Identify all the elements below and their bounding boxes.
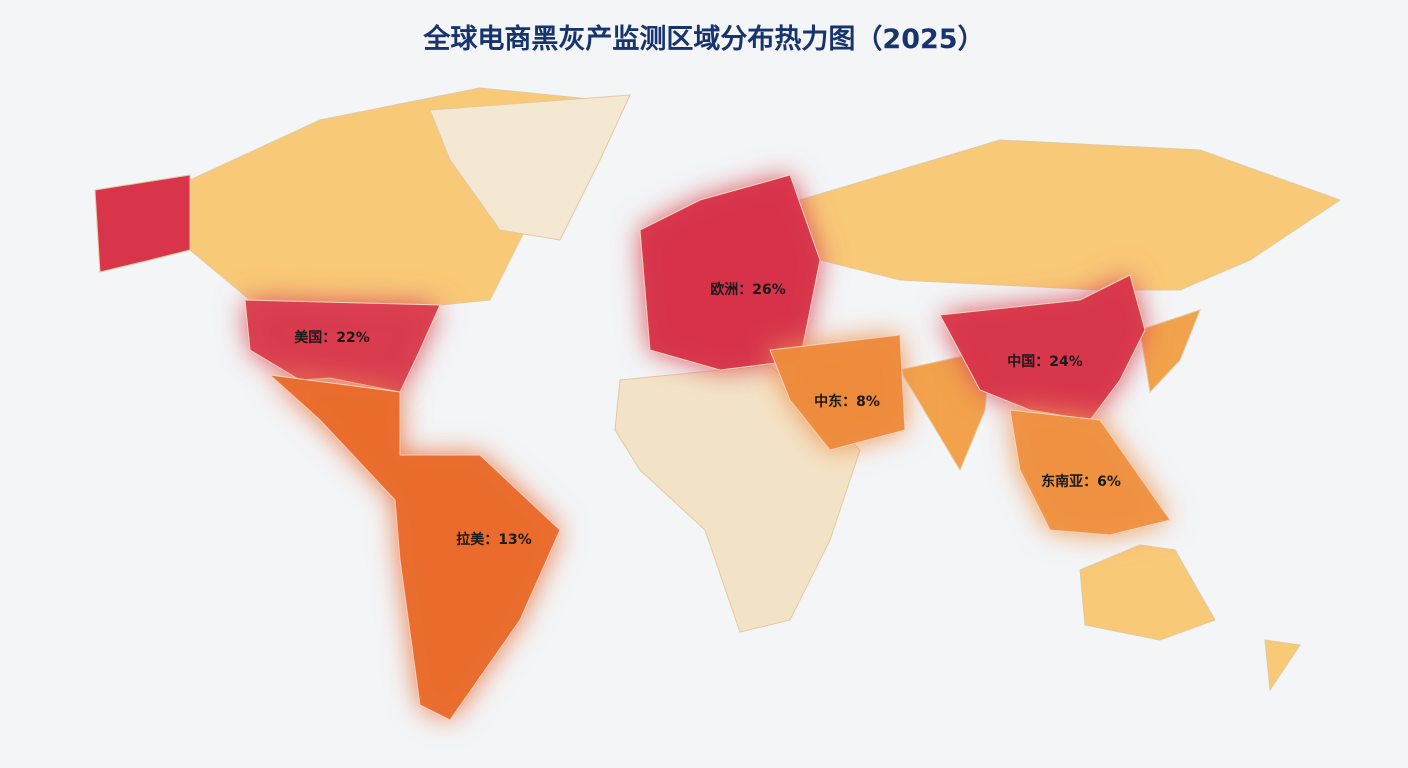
new-zealand — [1264, 639, 1301, 692]
heat-regions — [244, 174, 1171, 721]
region — [639, 174, 821, 371]
region — [769, 334, 906, 451]
region-label: 中国：24% — [1007, 353, 1083, 370]
region — [1009, 409, 1171, 536]
region — [939, 274, 1146, 421]
region-label: 美国：22% — [294, 329, 370, 346]
region-label: 欧洲：26% — [710, 281, 786, 298]
map-title: 全球电商黑灰产监测区域分布热力图（2025） — [422, 23, 984, 55]
region-label: 拉美：13% — [456, 531, 532, 548]
india — [899, 349, 991, 472]
alaska — [94, 174, 191, 273]
region — [244, 299, 441, 393]
region — [268, 374, 561, 721]
russia — [799, 139, 1342, 291]
region-labels: 欧洲：26% 美国：22% 中国：24% 拉美：13% 中东：8% 东南亚：6% — [294, 281, 1121, 548]
greenland — [429, 94, 631, 241]
region-label: 中东：8% — [814, 393, 880, 410]
region-label: 东南亚：6% — [1041, 473, 1121, 490]
base-map — [94, 87, 1342, 692]
australia — [1079, 544, 1216, 641]
japan — [1139, 309, 1201, 394]
